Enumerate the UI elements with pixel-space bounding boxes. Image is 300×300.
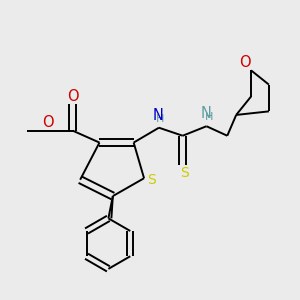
Text: N: N	[200, 106, 211, 121]
Text: H: H	[156, 114, 165, 124]
Text: S: S	[180, 166, 189, 180]
Text: N: N	[153, 108, 164, 123]
Text: O: O	[67, 89, 79, 104]
Text: O: O	[239, 56, 251, 70]
Text: S: S	[147, 173, 156, 187]
Text: H: H	[205, 112, 213, 122]
Text: O: O	[42, 115, 53, 130]
